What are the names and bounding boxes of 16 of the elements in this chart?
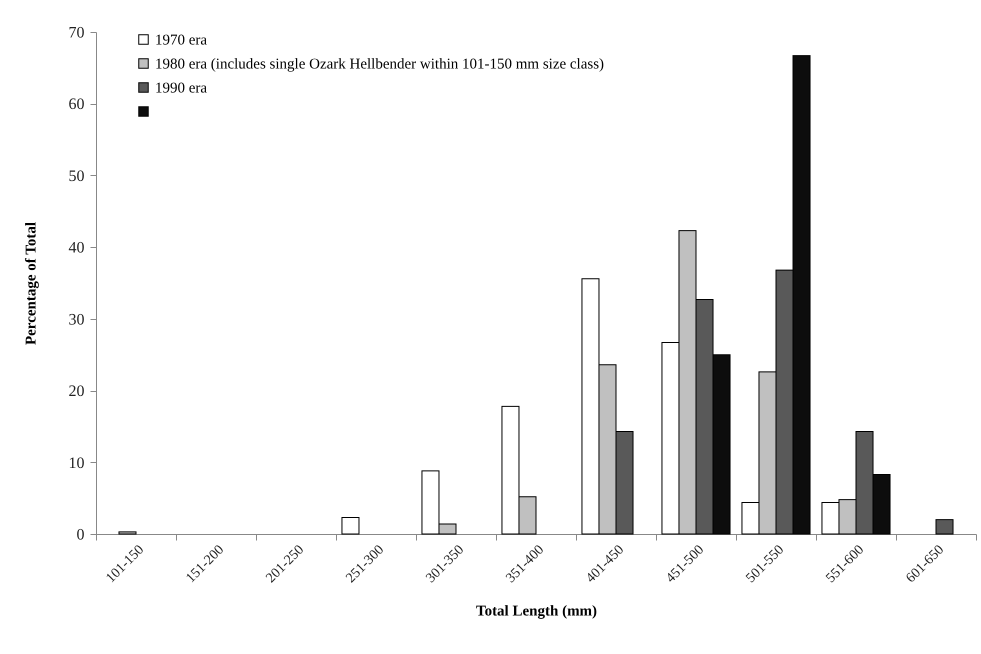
x-axis-title: Total Length (mm)	[476, 603, 598, 620]
legend-label: 1970 era	[155, 32, 208, 48]
y-tick-label: 40	[68, 240, 84, 257]
y-tick-label: 60	[68, 96, 84, 114]
y-axis-title: Percentage of Total	[24, 222, 40, 346]
y-tick-label: 20	[68, 383, 84, 400]
y-tick-label: 70	[68, 24, 84, 42]
y-tick-label: 0	[76, 526, 84, 544]
legend-label: 1990 era	[155, 80, 208, 96]
bar	[936, 519, 954, 534]
y-tick-label: 30	[68, 311, 84, 328]
y-tick-label: 50	[68, 168, 84, 185]
y-tick-label: 10	[68, 454, 84, 472]
bar	[341, 517, 360, 534]
bar	[118, 531, 136, 534]
legend-label: 1980 era (includes single Ozark Hellbender within 101-150 mm size class)	[155, 56, 604, 72]
